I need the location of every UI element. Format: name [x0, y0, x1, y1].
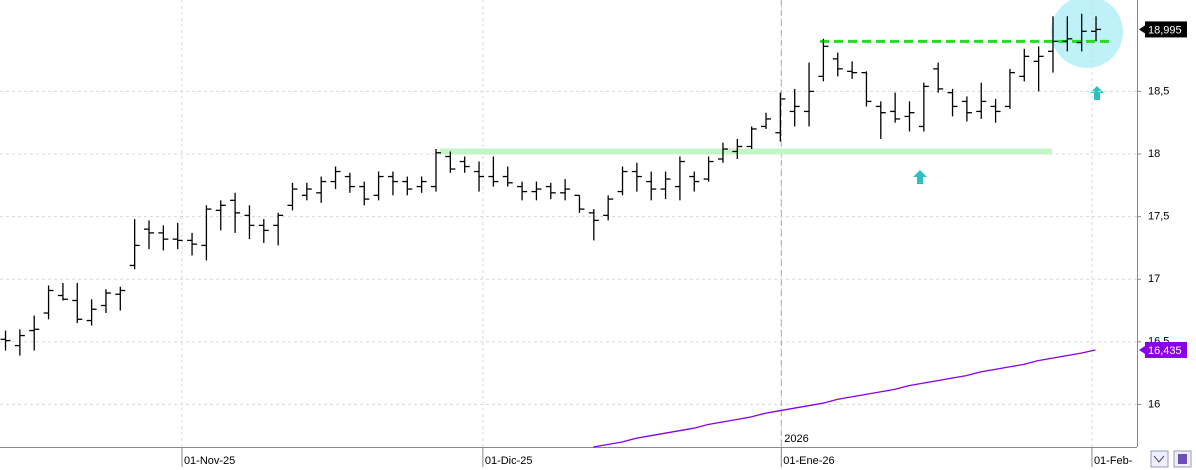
year-label: 2026: [784, 433, 808, 445]
price-label: 18,995: [1148, 24, 1182, 36]
x-tick-label: 01-Feb-: [1094, 455, 1133, 467]
price-box: [1145, 21, 1187, 38]
y-tick-label: 16: [1148, 398, 1160, 410]
bars: [0, 13, 1102, 356]
x-tick-label: 01-Nov-25: [184, 455, 235, 467]
icon: [1178, 454, 1187, 464]
up-arrow: [1090, 86, 1104, 100]
y-tick-label: 17: [1148, 273, 1160, 285]
price-pointer: [1139, 25, 1145, 34]
icon: [1153, 455, 1165, 463]
y-tick-label: 18: [1148, 148, 1160, 160]
y-tick-label: 18,5: [1148, 85, 1169, 97]
zoom-button[interactable]: [1150, 450, 1169, 468]
price-pointer: [1139, 345, 1145, 354]
corner-buttons[interactable]: [1150, 450, 1192, 468]
x-tick-label: 01-Dic-25: [485, 455, 533, 467]
price-label: 16,435: [1148, 345, 1182, 357]
price-box: [1145, 341, 1187, 358]
arrows: [913, 86, 1104, 184]
moving-average: [593, 349, 1096, 448]
y-tick-label: 17,5: [1148, 211, 1169, 223]
highlight-circle: [1051, 0, 1123, 68]
up-arrow: [913, 170, 927, 184]
x-tick-label: 01-Ene-26: [783, 455, 834, 467]
